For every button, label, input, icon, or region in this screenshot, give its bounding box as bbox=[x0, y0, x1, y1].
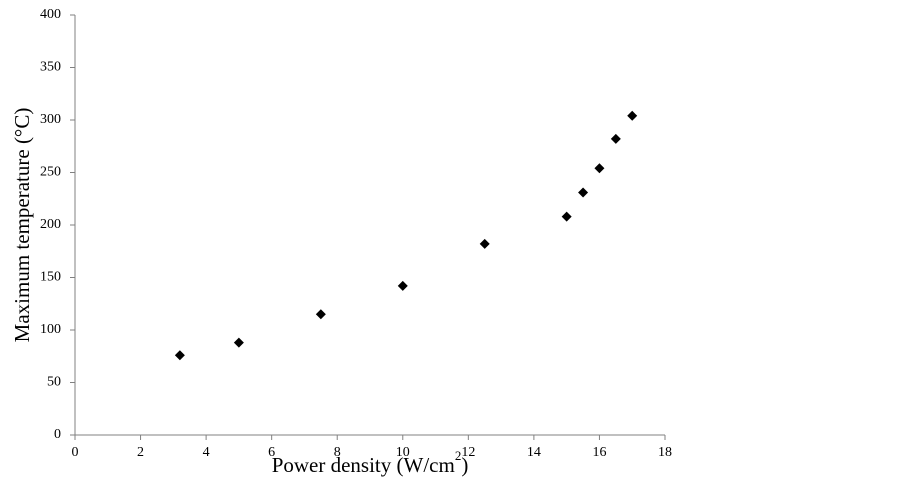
data-point bbox=[578, 187, 589, 198]
x-axis-title: Power density (W/cm2) bbox=[272, 448, 469, 478]
data-point bbox=[479, 238, 490, 249]
tick-group: 0 50 100 150 200 250 300 350 400 0 2 4 6 8 10 12 14 16 18 bbox=[40, 7, 672, 460]
y-tick-label: 100 bbox=[40, 322, 61, 337]
x-axis-title-superscript: 2 bbox=[455, 448, 462, 463]
x-tick-label: 10 bbox=[396, 445, 410, 460]
x-tick-label: 16 bbox=[592, 445, 606, 460]
data-point bbox=[627, 110, 638, 121]
y-axis-title: Maximum temperature (°C) bbox=[10, 108, 34, 343]
y-tick-label: 0 bbox=[54, 427, 61, 442]
x-tick-label: 2 bbox=[137, 445, 144, 460]
x-axis-title-end: ) bbox=[461, 453, 468, 477]
data-point bbox=[397, 280, 408, 291]
y-tick-label: 150 bbox=[40, 270, 61, 285]
x-tick-label: 12 bbox=[461, 445, 475, 460]
y-tick-label: 350 bbox=[40, 60, 61, 75]
data-point bbox=[174, 350, 185, 361]
data-point bbox=[561, 211, 572, 222]
x-tick-label: 0 bbox=[72, 445, 79, 460]
data-point bbox=[233, 337, 244, 348]
data-point bbox=[610, 133, 621, 144]
y-tick-label: 200 bbox=[40, 217, 61, 232]
x-tick-label: 4 bbox=[203, 445, 210, 460]
x-tick-label: 18 bbox=[658, 445, 672, 460]
data-point bbox=[594, 163, 605, 174]
data-points bbox=[174, 110, 638, 361]
x-tick-label: 14 bbox=[527, 445, 541, 460]
x-axis-title-main: Power density (W/cm bbox=[272, 453, 455, 477]
y-tick-label: 250 bbox=[40, 165, 61, 180]
y-tick-label: 50 bbox=[47, 375, 61, 390]
y-tick-label: 400 bbox=[40, 7, 61, 22]
data-point bbox=[315, 309, 326, 320]
y-tick-label: 300 bbox=[40, 112, 61, 127]
x-tick-label: 6 bbox=[268, 445, 275, 460]
x-tick-label: 8 bbox=[334, 445, 341, 460]
